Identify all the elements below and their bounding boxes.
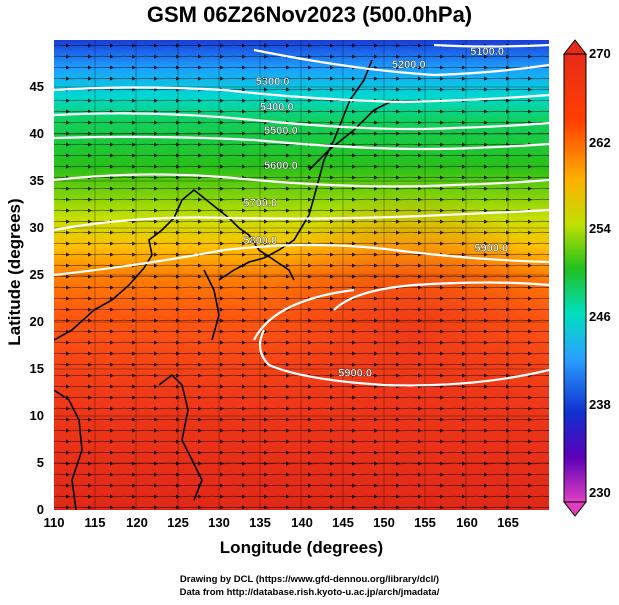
contour-labels-layer: 5100.0 5200.0 5300.0 5400.0 5500.0 5600.0 5700… (243, 46, 508, 380)
contour-label: 5700.0 (243, 197, 277, 209)
colorbar-tick-label: 270 (589, 46, 611, 61)
contour-label: 5900.0 (474, 243, 508, 255)
credit-line-dcl: Drawing by DCL (https://www.gfd-dennou.o… (179, 574, 440, 585)
y-tick-label: 10 (29, 408, 44, 423)
colorbar (562, 39, 588, 517)
x-tick-label: 135 (249, 515, 271, 530)
contour-label: 5300.0 (256, 76, 290, 88)
contour-label: 5600.0 (264, 160, 298, 172)
x-tick-label: 165 (497, 515, 519, 530)
map-plot (54, 40, 549, 510)
x-tick-label: 115 (84, 515, 106, 530)
contour-label: 5500.0 (264, 125, 298, 137)
x-tick-label: 125 (167, 515, 189, 530)
contour-label: 5200.0 (392, 59, 426, 71)
colorbar-tick-label: 246 (589, 309, 611, 324)
x-tick-label: 155 (414, 515, 436, 530)
contour-label: 5400.0 (260, 102, 294, 114)
contour-label: 5900.0 (338, 368, 372, 380)
x-axis-label: Longitude (degrees) (219, 538, 384, 557)
contour-label: 5800.0 (243, 235, 277, 247)
x-tick-label: 150 (373, 515, 395, 530)
y-tick-label: 45 (29, 79, 44, 94)
y-tick-label: 30 (29, 220, 44, 235)
x-tick-label: 140 (291, 515, 313, 530)
y-tick-label: 0 (36, 502, 44, 517)
y-tick-label: 35 (29, 173, 44, 188)
credit-line-data: Data from http://database.rish.kyoto-u.a… (179, 587, 440, 598)
y-tick-label: 40 (29, 126, 44, 141)
x-tick-label: 145 (332, 515, 354, 530)
colorbar-tick-label: 238 (589, 397, 611, 412)
y-tick-label: 15 (29, 361, 44, 376)
x-tick-label: 130 (208, 515, 230, 530)
chart-title: GSM 06Z26Nov2023 (500.0hPa) (146, 2, 473, 27)
x-tick-label: 120 (126, 515, 148, 530)
y-tick-label: 5 (36, 455, 44, 470)
colorbar-tick-label: 230 (589, 485, 611, 500)
colorbar-tick-label: 262 (589, 135, 611, 150)
x-tick-label: 110 (43, 515, 65, 530)
x-tick-label: 160 (456, 515, 478, 530)
colorbar-tick-label: 254 (589, 221, 611, 236)
y-tick-label: 20 (29, 314, 44, 329)
height-contours (54, 43, 549, 387)
contour-label: 5100.0 (470, 46, 504, 58)
y-tick-label: 25 (29, 267, 44, 282)
coastlines (54, 59, 395, 510)
